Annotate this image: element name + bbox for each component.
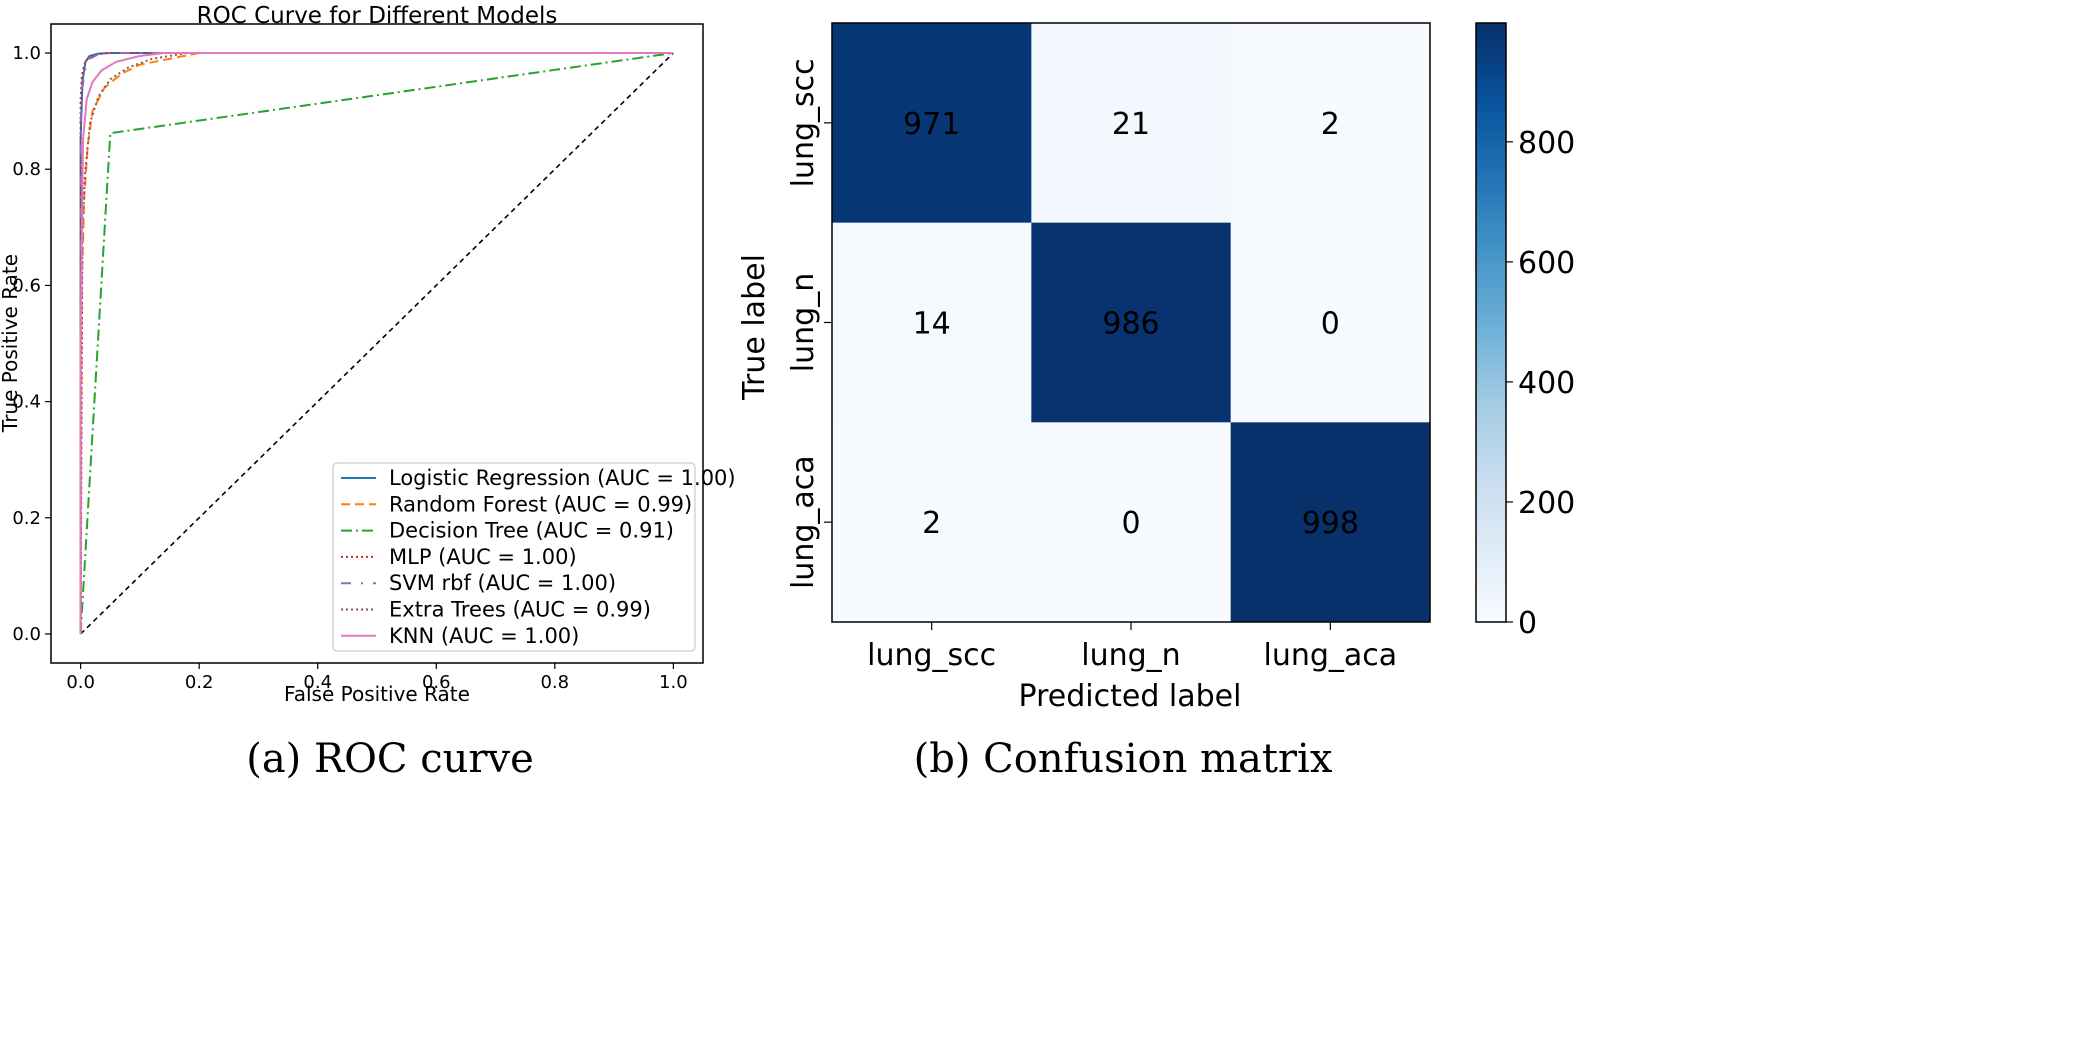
roc-y-tick-label: 0.6 [12,275,41,296]
roc-chance-line [80,52,674,635]
roc-series-line-2 [79,52,674,635]
roc-x-tick-label: 0.6 [422,672,451,693]
cm-y-tick-label: lung_scc [786,58,821,187]
roc-plot-frame [50,23,704,664]
roc-legend-label: Decision Tree (AUC = 0.91) [389,519,674,543]
cm-cell [832,222,1032,423]
cm-cell [1031,422,1232,623]
roc-x-tick-label: 1.0 [659,672,688,693]
roc-series-line-4 [79,52,674,634]
roc-legend-label: Logistic Regression (AUC = 1.00) [389,466,736,490]
colorbar-gradient [1475,22,1507,623]
cm-cell-value: 971 [903,107,960,142]
cm-cell [1230,422,1431,623]
cm-cell-value: 21 [1112,107,1150,142]
confusion-matrix: 971 21 2 14 986 0 2 0 998 lung_scc lung_n lung_aca… [737,22,1575,782]
cm-cell-value: 998 [1302,506,1359,541]
cm-cell [832,23,1032,224]
colorbar-tick-label: 200 [1518,486,1575,521]
roc-x-tick-label: 0.4 [303,672,332,693]
cm-cell [1031,23,1232,224]
roc-x-tick-label: 0.8 [540,672,569,693]
roc-y-tick-label: 0.8 [12,159,41,180]
cm-cell [832,422,1032,623]
roc-legend-label: SVM rbf (AUC = 1.00) [389,571,616,595]
roc-legend-label: Extra Trees (AUC = 0.99) [389,598,651,622]
cm-cell [1031,222,1232,423]
cm-caption: (b) Confusion matrix [914,736,1333,782]
roc-legend-label: Random Forest (AUC = 0.99) [389,492,692,516]
roc-x-tick-label: 0.0 [66,672,95,693]
roc-series-line-6 [79,52,674,635]
cm-x-tick-label: lung_scc [867,638,996,673]
cm-cell-value: 14 [913,307,951,342]
cm-cell-value: 0 [1121,506,1140,541]
colorbar-tick-label: 0 [1518,606,1537,641]
cm-y-axis-label: True label [737,254,772,401]
cm-x-axis-label: Predicted label [1019,679,1242,714]
cm-cell-value: 2 [922,506,941,541]
cm-y-tick-label: lung_n [786,273,821,372]
cm-cell-value: 2 [1321,107,1340,142]
roc-x-axis-label: False Positive Rate [284,682,470,706]
cm-y-tick-label: lung_aca [786,455,821,589]
cm-cell [1230,222,1431,423]
cm-cell-value: 986 [1102,307,1159,342]
roc-series-line-7 [79,52,674,634]
colorbar-tick-label: 400 [1518,366,1575,401]
roc-y-tick-label: 0.2 [12,508,41,529]
roc-legend-box [332,462,696,652]
roc-x-tick-label: 0.2 [185,672,214,693]
cm-cell-value: 0 [1321,307,1340,342]
roc-y-axis-label: True Positive Rate [0,254,22,433]
roc-legend-label: MLP (AUC = 1.00) [389,545,577,569]
roc-legend: Logistic Regression (AUC = 1.00)Random F… [332,462,736,652]
roc-caption: (a) ROC curve [246,736,534,782]
cm-cell [1230,23,1431,224]
roc-y-tick-label: 1.0 [12,43,41,64]
roc-chart: ROC Curve for Different Models 0.0 0.2 0.4… [0,3,736,782]
roc-legend-label: KNN (AUC = 1.00) [389,624,579,648]
roc-y-tick-label: 0.4 [12,392,41,413]
roc-title: ROC Curve for Different Models [197,3,558,29]
colorbar-tick-label: 800 [1518,126,1575,161]
roc-series-line-5 [79,52,674,634]
cm-x-tick-label: lung_aca [1263,638,1397,673]
colorbar-tick-label: 600 [1518,246,1575,281]
colorbar: 0 200 400 600 800 [1475,22,1575,641]
roc-y-tick-label: 0.0 [12,624,41,645]
cm-x-tick-label: lung_n [1081,638,1180,673]
